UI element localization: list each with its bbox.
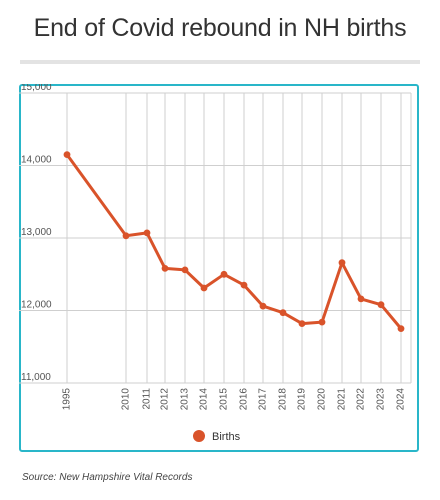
x-tick-label: 2010 [121,388,132,411]
x-tick-label: 2011 [142,388,153,410]
x-tick-label: 2024 [396,388,407,411]
data-point [143,229,151,237]
x-tick-label: 2022 [356,388,367,411]
legend-marker [193,430,205,442]
data-point [122,232,130,240]
x-tick-label: 2015 [219,388,230,411]
data-point [357,295,365,303]
x-tick-label: 1995 [62,388,73,411]
x-tick-label: 2018 [278,388,289,411]
data-point [397,325,405,332]
data-point [200,284,208,292]
data-point [181,266,189,274]
chart-title: End of Covid rebound in NH births [33,14,407,42]
data-point [318,318,326,326]
x-tick-label: 2020 [317,388,328,411]
data-point [63,151,71,158]
series-line-births [65,153,403,331]
data-point [220,270,228,278]
x-tick-label: 2017 [258,388,269,411]
y-tick-label: 15,000 [21,84,52,93]
x-tick-label: 2016 [239,388,250,411]
x-tick-label: 2014 [199,388,210,411]
line-chart: 11,000 12,000 13,000 14,000 15,000 1995 2010 2… [19,84,412,443]
source-note: Source: New Hampshire Vital Records [22,472,193,483]
data-point [240,281,248,289]
data-point [298,320,306,327]
data-point [279,309,287,317]
chart-frame [19,84,419,452]
y-tick-label: 13,000 [21,227,52,238]
x-tick-label: 2013 [180,388,191,411]
data-point [338,259,346,267]
x-tick-label: 2012 [160,388,171,411]
legend-label: Births [212,431,241,443]
x-tick-label: 2019 [297,388,308,411]
title-divider [20,60,420,64]
y-tick-label: 14,000 [21,155,52,166]
data-point [259,302,267,310]
data-point [161,265,169,272]
y-tick-label: 11,000 [21,372,51,383]
x-tick-label: 2023 [376,388,387,411]
y-tick-label: 12,000 [21,300,52,311]
x-tick-label: 2021 [337,388,348,411]
data-point [377,301,385,309]
